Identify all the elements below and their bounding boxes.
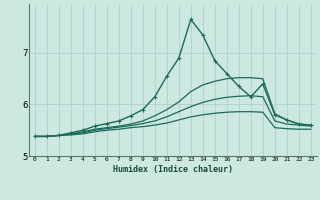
X-axis label: Humidex (Indice chaleur): Humidex (Indice chaleur) [113, 165, 233, 174]
